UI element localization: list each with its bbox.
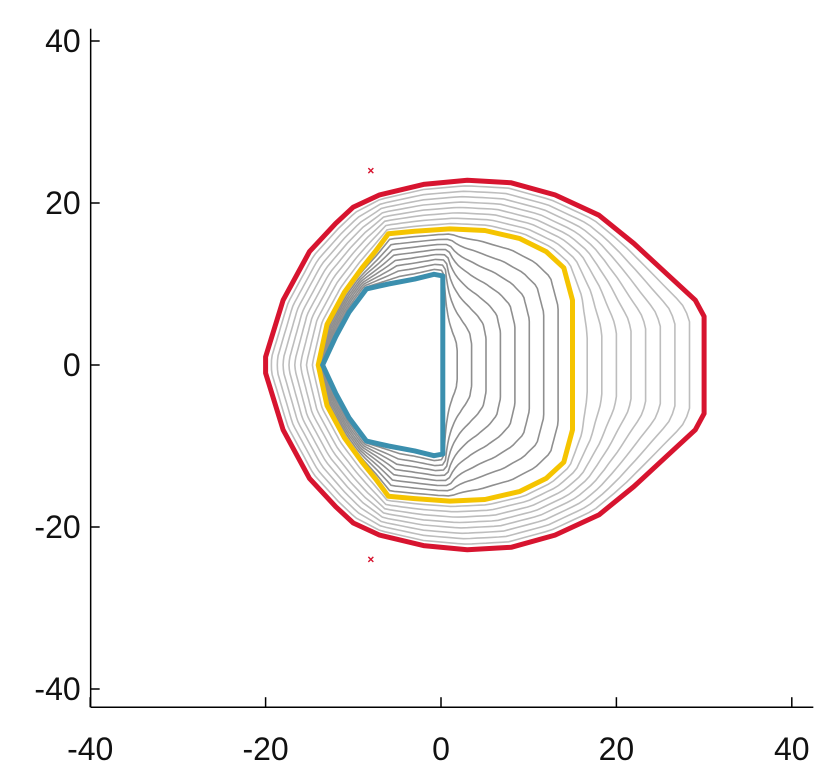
intermediate-contour-line: [270, 185, 691, 545]
intermediate-contour-line: [276, 190, 676, 540]
cross-marker: [367, 556, 374, 563]
y-tick-label: -20: [34, 509, 80, 545]
intermediate-contour-line: [282, 195, 662, 535]
intermediate-contour-line: [319, 253, 502, 477]
inner-contour-line: [320, 271, 446, 459]
y-tick-label: 40: [45, 23, 81, 59]
y-tick-label: 0: [63, 347, 81, 383]
markers: [367, 167, 374, 563]
x-tick-label: 20: [599, 731, 635, 767]
y-tick-label: -40: [34, 671, 80, 707]
y-tick-label: 20: [45, 185, 81, 221]
intermediate-contour-line: [318, 243, 531, 487]
axes: [89, 28, 814, 708]
x-tick-label: 40: [774, 731, 810, 767]
intermediate-contour-line: [319, 248, 516, 482]
middle-contour-line: [315, 226, 575, 504]
x-tick-label: -40: [67, 731, 113, 767]
intermediate-contour-line: [311, 222, 588, 508]
intermediate-contour-line: [305, 217, 603, 513]
intermediate-contour-line: [293, 206, 632, 524]
x-ticks: -40 -20 0 20 40: [67, 697, 810, 767]
outer-contour-line: [263, 177, 707, 553]
intermediate-contour-line: [318, 238, 545, 492]
x-tick-label: -20: [242, 731, 288, 767]
cross-marker: [367, 167, 374, 174]
intermediate-contour-line: [320, 263, 473, 467]
intermediate-contour-line: [299, 212, 618, 518]
highlighted-contours: [263, 177, 707, 553]
x-tick-label: 0: [432, 731, 450, 767]
intermediate-contours: [270, 185, 691, 545]
y-ticks: 40 20 0 -20 -40: [34, 23, 100, 707]
intermediate-contour-line: [320, 258, 487, 472]
intermediate-contour-line: [288, 201, 647, 529]
